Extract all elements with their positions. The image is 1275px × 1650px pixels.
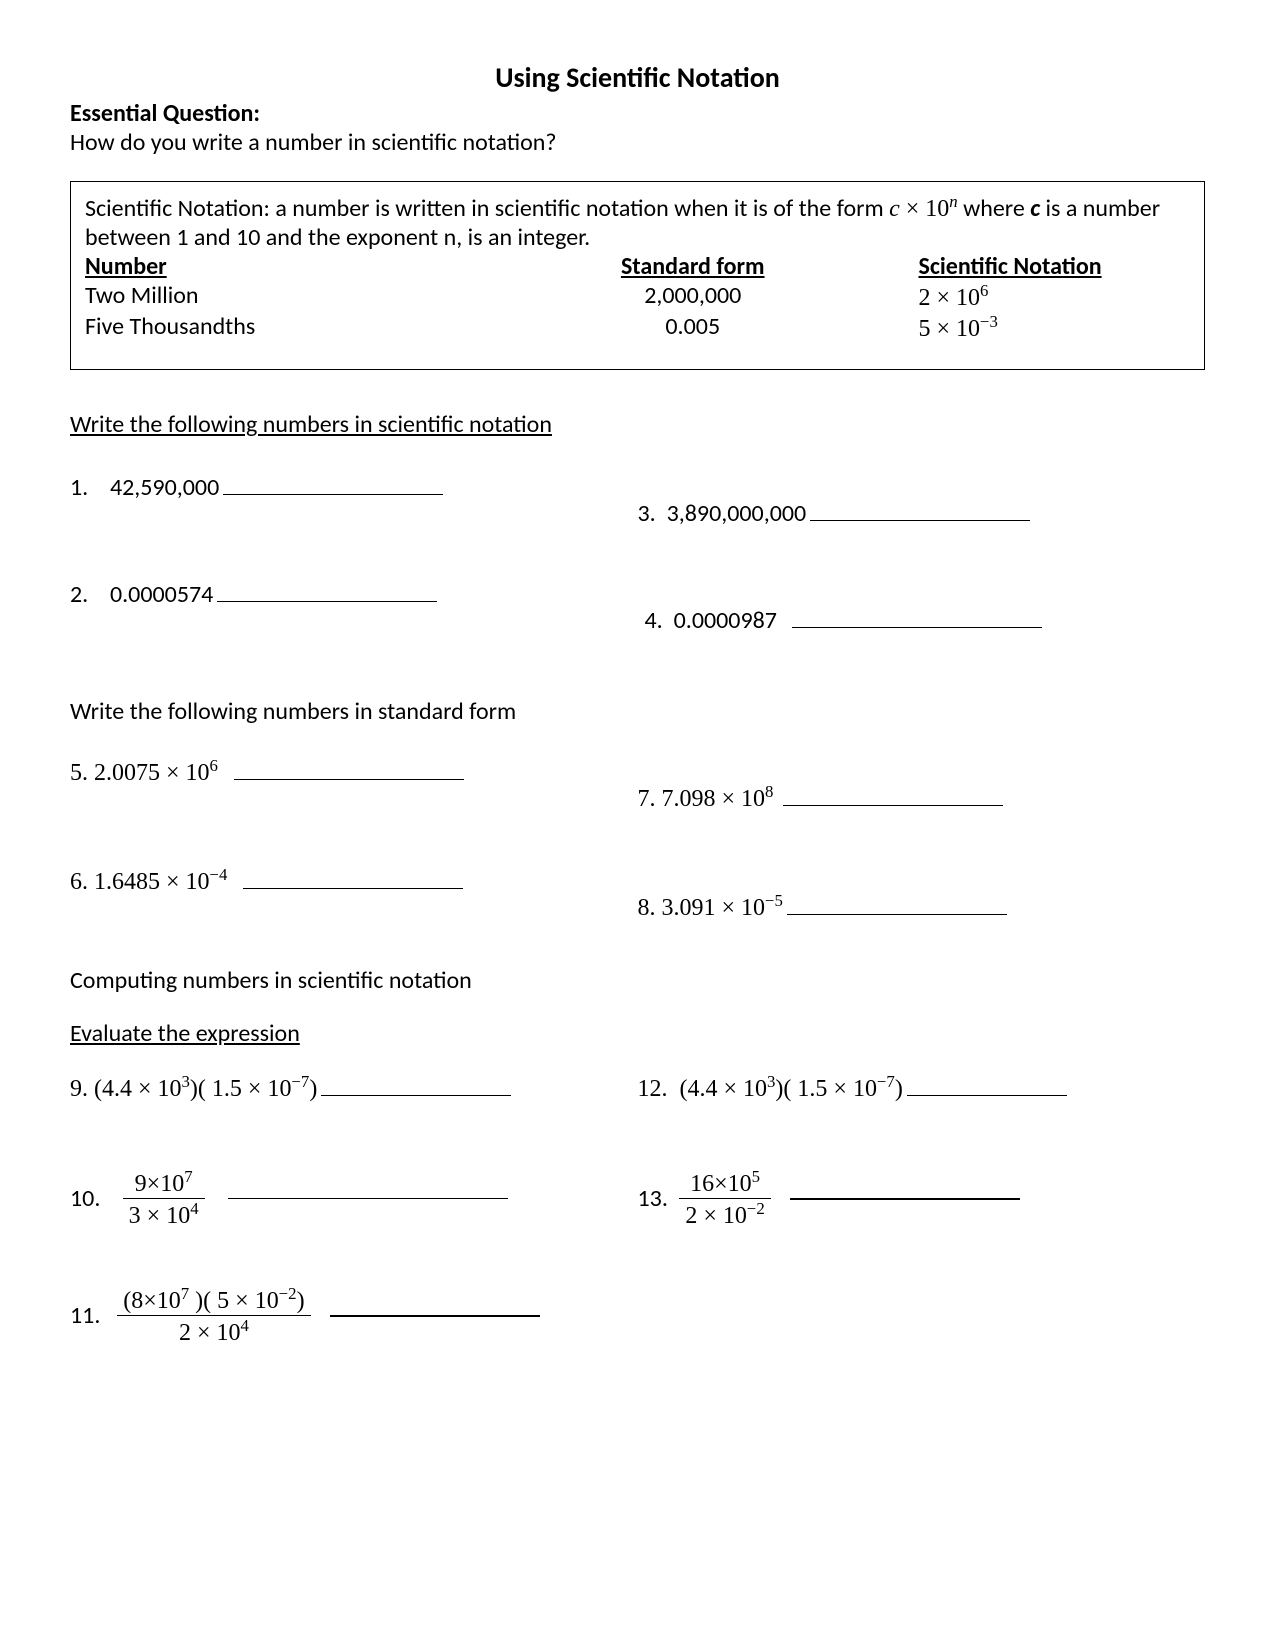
col-header-scientific: Scientific Notation	[859, 252, 1191, 281]
definition-row: Five Thousandths 0.005 5 × 10−3	[85, 312, 1190, 343]
answer-blank[interactable]	[907, 1095, 1067, 1096]
question-row: 1. 42,590,000 3. 3,890,000,000	[70, 473, 1205, 528]
question-5: 5. 2.0075 × 106	[70, 756, 638, 813]
question-row: 11. (8×107 )( 5 × 10−2) 2 × 104	[70, 1284, 1205, 1347]
fraction: 16×105 2 × 10−2	[679, 1167, 770, 1230]
essential-question-text: How do you write a number in scientific …	[70, 128, 1205, 157]
answer-blank[interactable]	[330, 1315, 540, 1317]
answer-blank[interactable]	[787, 914, 1007, 915]
fraction: 9×107 3 × 104	[123, 1167, 205, 1230]
col-header-standard: Standard form	[527, 252, 859, 281]
question-row: 9. (4.4 × 103)( 1.5 × 10−7) 12. (4.4 × 1…	[70, 1072, 1205, 1103]
page-title: Using Scientific Notation	[70, 60, 1205, 95]
question-6: 6. 1.6485 × 10−4	[70, 865, 638, 922]
definition-row: Two Million 2,000,000 2 × 106	[85, 281, 1190, 312]
question-10: 10. 9×107 3 × 104	[70, 1167, 638, 1230]
section-heading-1: Write the following numbers in scientifi…	[70, 410, 1205, 439]
section-subheading-3: Evaluate the expression	[70, 1019, 1205, 1048]
col-header-number: Number	[85, 252, 527, 281]
question-3: 3. 3,890,000,000	[638, 473, 1206, 528]
question-13: 13. 16×105 2 × 10−2	[638, 1167, 1206, 1230]
answer-blank[interactable]	[217, 601, 437, 602]
section-heading-2: Write the following numbers in standard …	[70, 697, 1205, 726]
question-row: 2. 0.0000574 4. 0.0000987	[70, 580, 1205, 635]
answer-blank[interactable]	[783, 805, 1003, 806]
answer-blank[interactable]	[223, 494, 443, 495]
question-4: 4. 0.0000987	[631, 580, 1206, 635]
question-row: 10. 9×107 3 × 104 13. 16×105 2 × 10−2	[70, 1167, 1205, 1230]
question-11: 11. (8×107 )( 5 × 10−2) 2 × 104	[70, 1284, 638, 1347]
question-7: 7. 7.098 × 108	[638, 756, 1206, 813]
question-1: 1. 42,590,000	[70, 473, 638, 528]
section-heading-3: Computing numbers in scientific notation	[70, 966, 1205, 995]
essential-question-label: Essential Question:	[70, 99, 1205, 128]
answer-blank[interactable]	[321, 1095, 511, 1096]
answer-blank[interactable]	[228, 1198, 508, 1199]
answer-blank[interactable]	[243, 888, 463, 889]
question-8: 8. 3.091 × 10−5	[638, 865, 1206, 922]
worksheet-page: Using Scientific Notation Essential Ques…	[0, 0, 1275, 1419]
definition-header-row: Number Standard form Scientific Notation	[85, 252, 1190, 281]
answer-blank[interactable]	[790, 1198, 1020, 1200]
question-2: 2. 0.0000574	[70, 580, 631, 635]
fraction: (8×107 )( 5 × 10−2) 2 × 104	[117, 1284, 310, 1347]
question-12: 12. (4.4 × 103)( 1.5 × 10−7)	[638, 1072, 1206, 1103]
definition-text: Scientific Notation: a number is written…	[85, 192, 1190, 252]
answer-blank[interactable]	[810, 520, 1030, 521]
definition-box: Scientific Notation: a number is written…	[70, 181, 1205, 370]
answer-blank[interactable]	[792, 627, 1042, 628]
question-9: 9. (4.4 × 103)( 1.5 × 10−7)	[70, 1072, 638, 1103]
question-row: 5. 2.0075 × 106 7. 7.098 × 108	[70, 756, 1205, 813]
question-row: 6. 1.6485 × 10−4 8. 3.091 × 10−5	[70, 865, 1205, 922]
answer-blank[interactable]	[234, 779, 464, 780]
